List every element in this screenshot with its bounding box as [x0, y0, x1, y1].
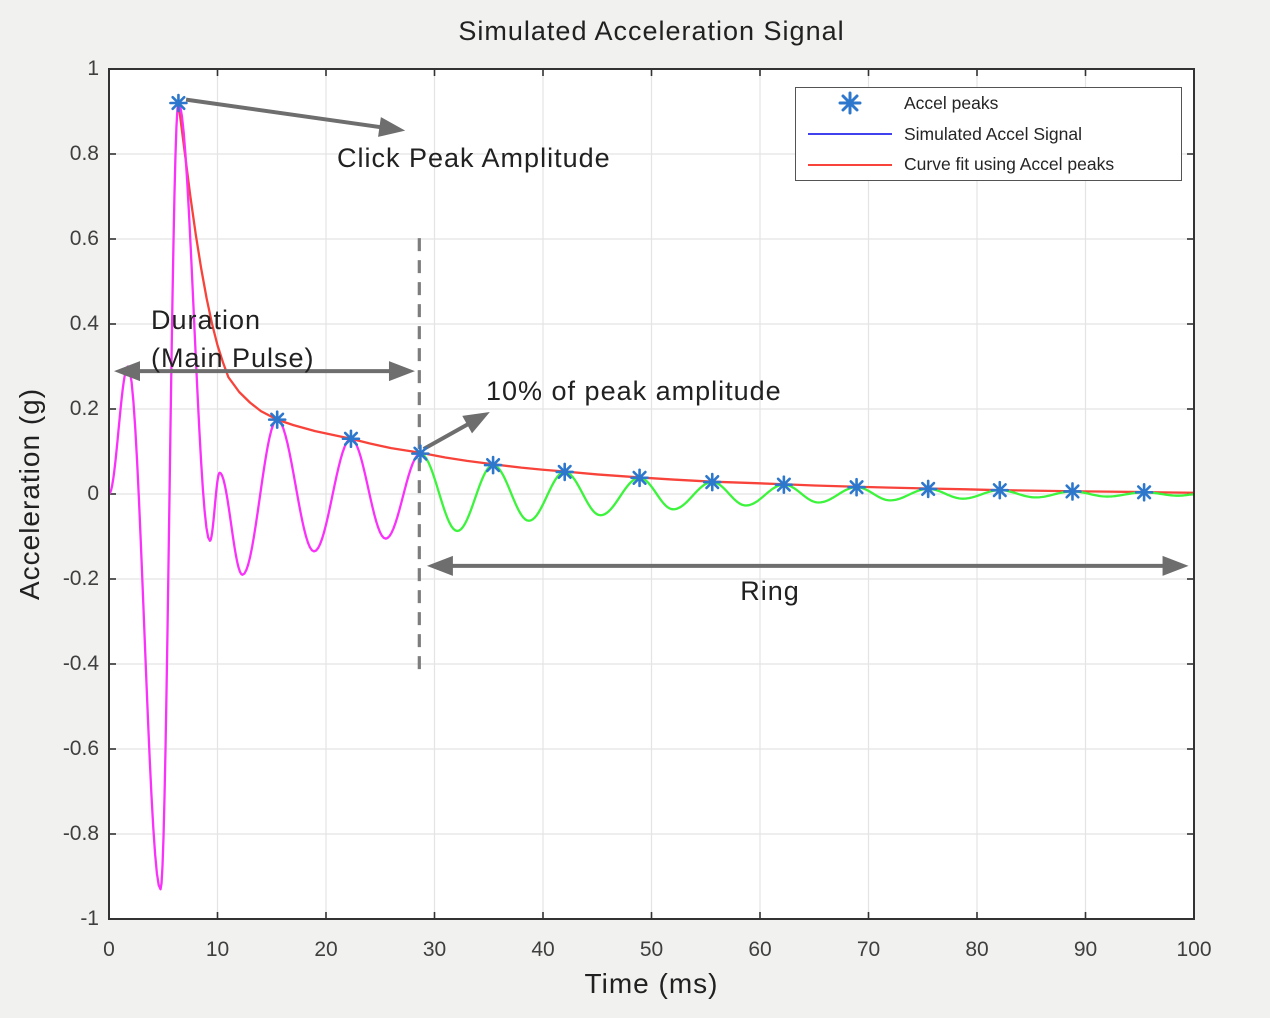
peak-marker: [918, 479, 938, 499]
peak-marker: [267, 410, 287, 429]
y-tick-label: 1: [87, 57, 99, 80]
marker-stroke: [343, 431, 359, 446]
arrow-head: [1162, 555, 1189, 576]
x-tick-label: 30: [422, 938, 447, 961]
x-tick-label: 0: [103, 938, 115, 961]
y-tick-label: 0.8: [69, 142, 99, 165]
marker-stroke: [270, 412, 285, 427]
arrow-head: [113, 361, 140, 382]
marker-stroke: [1065, 484, 1080, 499]
peak-marker: [555, 462, 575, 482]
peak-marker: [774, 475, 794, 494]
annotation-ring: Ring: [740, 576, 800, 606]
annotation-duration-line2: (Main Pulse): [151, 343, 315, 373]
legend-row-simulated-signal: Simulated Accel Signal: [796, 119, 1181, 150]
peak-marker: [847, 477, 866, 497]
y-tick-label: -1: [80, 907, 99, 930]
annotation-ten-percent: 10% of peak amplitude: [486, 376, 782, 406]
ring-arrow: [426, 555, 1189, 576]
arrow-head: [426, 555, 453, 576]
arrow-head: [378, 117, 406, 137]
legend-label: Accel peaks: [904, 92, 999, 113]
signal-curve-ring: [420, 452, 1195, 533]
marker-stroke: [632, 470, 647, 485]
x-tick-label: 70: [856, 938, 881, 961]
peak-marker: [1063, 482, 1082, 501]
x-tick-label: 40: [531, 938, 555, 961]
marker-stroke: [992, 483, 1007, 498]
legend-row-curve-fit: Curve fit using Accel peaks: [796, 149, 1181, 180]
x-axis-label: Time (ms): [584, 968, 719, 999]
asterisk-marker-icon: [808, 91, 892, 115]
x-tick-label: 90: [1073, 938, 1098, 961]
duration-arrow: [113, 361, 415, 382]
marker-stroke: [849, 480, 864, 495]
x-tick-label: 60: [748, 938, 772, 961]
x-tick-label: 10: [205, 938, 230, 961]
peak-marker: [1134, 482, 1154, 502]
legend-label: Curve fit using Accel peaks: [904, 154, 1115, 175]
legend-box: Accel peaks Simulated Accel Signal Curve…: [795, 87, 1182, 181]
ten-percent-arrow: [422, 411, 490, 451]
arrow-head: [462, 411, 490, 434]
annotation-click-peak-amplitude: Click Peak Amplitude: [337, 143, 611, 173]
marker-stroke: [705, 474, 720, 490]
fit-curve: [177, 102, 1195, 494]
marker-stroke: [921, 481, 936, 497]
x-tick-label: 80: [965, 938, 989, 961]
peak-marker: [411, 444, 430, 463]
y-tick-label: 0.4: [69, 312, 99, 335]
peak-marker: [341, 429, 361, 449]
peak-marker: [630, 468, 649, 488]
red-line-icon: [808, 163, 892, 166]
y-tick-label: -0.6: [62, 737, 99, 760]
y-tick-label: -0.2: [62, 567, 99, 590]
legend-label: Simulated Accel Signal: [904, 123, 1083, 144]
marker-stroke: [557, 464, 572, 480]
plot-border: [108, 68, 1195, 920]
peak-marker: [483, 455, 503, 475]
click-peak-arrow: [185, 97, 406, 137]
legend-row-accel-peaks: Accel peaks: [796, 88, 1181, 119]
x-tick-label: 100: [1176, 938, 1212, 961]
blue-line-icon: [808, 133, 892, 135]
x-tick-label: 50: [639, 938, 664, 961]
arrow-head: [388, 361, 415, 382]
y-tick-label: -0.4: [62, 652, 99, 675]
arrow-shaft: [422, 420, 473, 451]
y-tick-label: 0.2: [69, 397, 99, 420]
y-tick-label: -0.8: [62, 822, 99, 845]
peak-marker: [702, 472, 722, 492]
chart-title: Simulated Acceleration Signal: [458, 16, 845, 46]
peak-marker: [169, 93, 188, 113]
peak-markers: [169, 93, 1154, 502]
marker-stroke: [171, 95, 186, 111]
marker-stroke: [776, 477, 791, 492]
x-tick-label: 20: [314, 938, 338, 961]
y-tick-label: 0: [87, 482, 99, 505]
marker-stroke: [485, 457, 501, 473]
annotation-duration: Duration (Main Pulse): [151, 301, 315, 377]
annotation-duration-line1: Duration: [151, 305, 262, 335]
y-tick-label: 0.6: [69, 227, 99, 250]
peak-marker: [990, 480, 1010, 500]
marker-stroke: [413, 446, 428, 461]
marker-stroke: [1136, 485, 1152, 500]
arrow-shaft: [185, 97, 385, 130]
